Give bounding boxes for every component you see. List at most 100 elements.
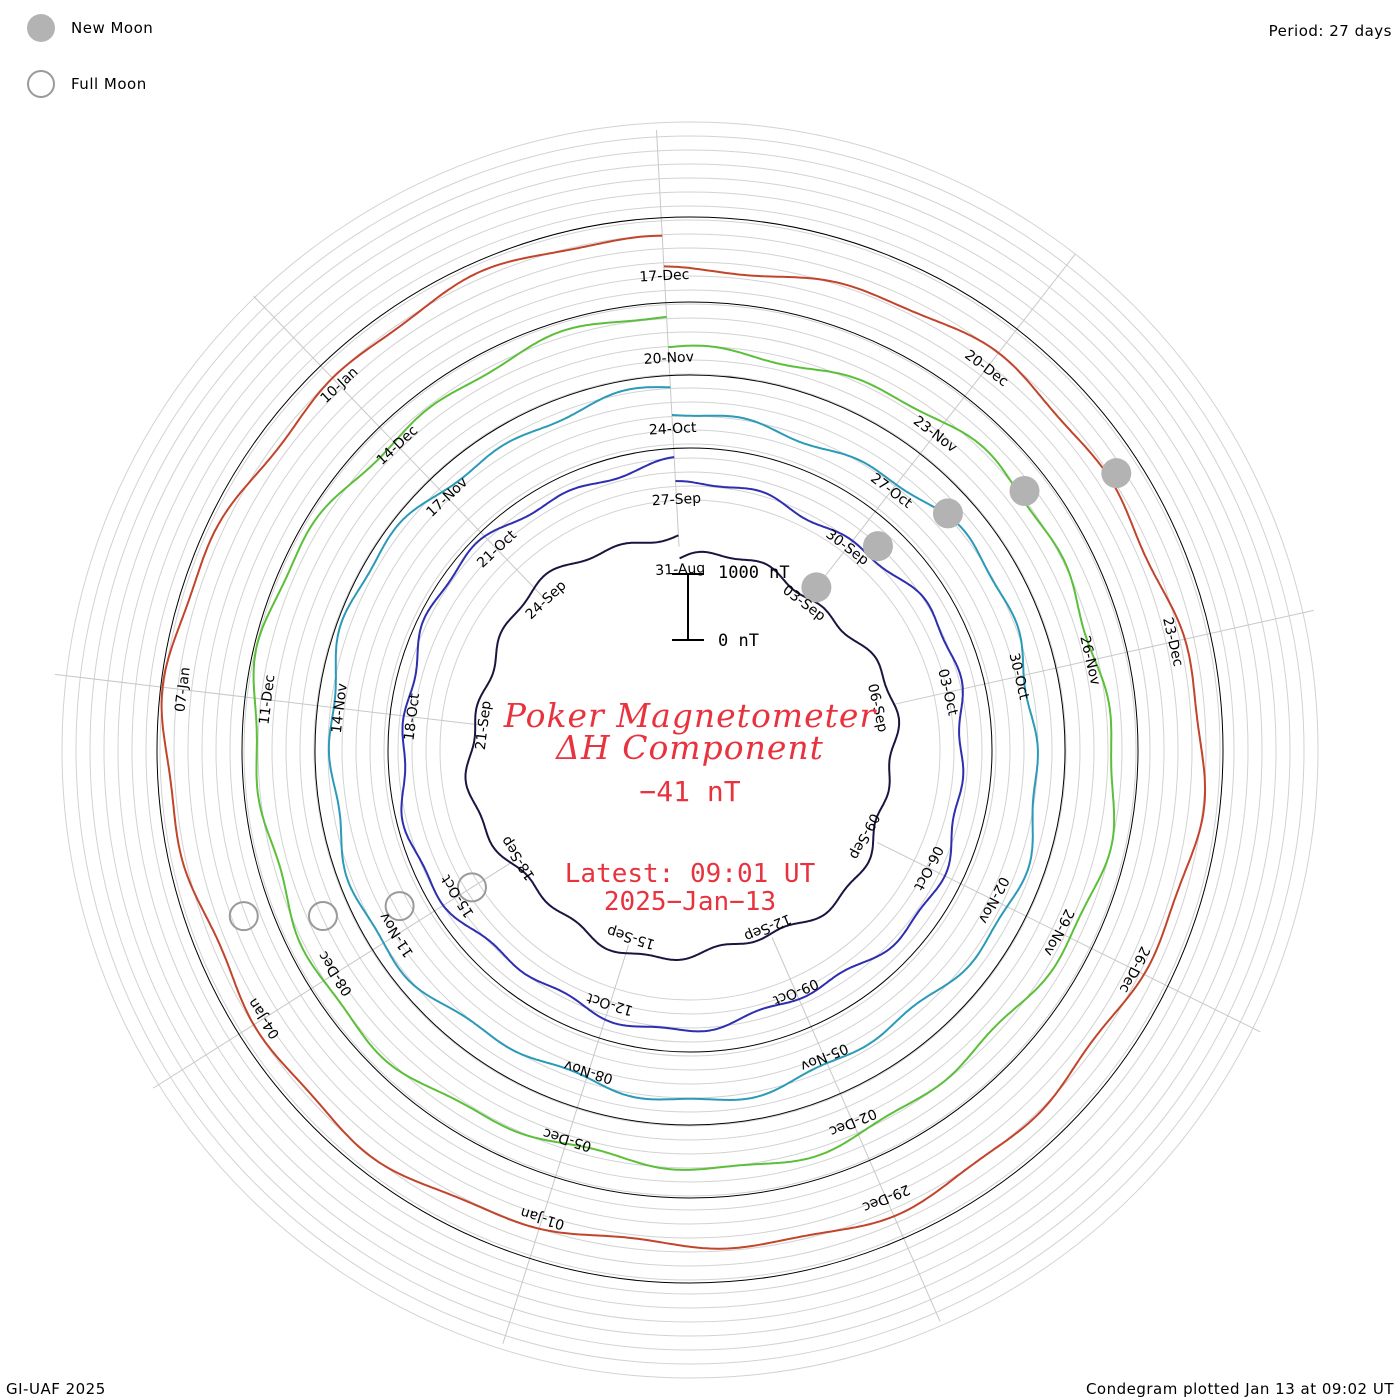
grid-circle xyxy=(313,373,1067,1127)
grid-circle xyxy=(215,275,1165,1225)
baseline-ring xyxy=(314,374,1066,1126)
new-moon-icon xyxy=(27,14,55,42)
title-line-2: ΔH Component xyxy=(556,728,824,767)
trace-rotation-2 xyxy=(327,386,1039,1102)
radial-spoke xyxy=(894,609,1314,705)
grid-circle xyxy=(159,219,1221,1281)
grid-circle xyxy=(131,191,1249,1309)
full-moon-marker xyxy=(307,901,338,932)
full-moon-marker xyxy=(384,891,415,922)
legend-new-moon: New Moon xyxy=(24,14,153,42)
scale-bottom-label: 0 nT xyxy=(718,631,759,651)
radial-spoke xyxy=(876,842,1261,1033)
date-label: 21-Sep xyxy=(473,700,495,751)
latest-time: Latest: 09:01 UT xyxy=(564,859,816,889)
new-moon-marker xyxy=(1101,458,1132,489)
radial-spoke xyxy=(54,673,482,726)
date-label: 21-Oct xyxy=(474,527,520,571)
radial-spoke xyxy=(656,130,680,547)
baseline-ring xyxy=(387,447,993,1053)
date-label: 23-Dec xyxy=(1159,616,1186,668)
grid-circle xyxy=(145,205,1235,1295)
date-label: 11-Dec xyxy=(256,674,278,726)
grid-circle xyxy=(187,247,1193,1253)
full-moon-marker xyxy=(228,901,259,932)
grid-circle xyxy=(383,443,997,1057)
date-label: 08-Dec xyxy=(315,948,356,999)
legend-new-moon-label: New Moon xyxy=(71,19,154,37)
date-label: 15-Sep xyxy=(605,922,657,952)
grid-circle xyxy=(103,163,1277,1337)
grid-circle xyxy=(257,317,1123,1183)
plotted-label: Condegram plotted Jan 13 at 09:02 UT xyxy=(1085,1380,1394,1398)
grid-circle xyxy=(201,261,1179,1239)
grid-circle xyxy=(425,485,955,1015)
chart-title: Poker Magnetometer ΔH Component xyxy=(380,696,1000,767)
magnetometer-traces xyxy=(160,234,1207,1250)
grid-circle xyxy=(271,331,1109,1169)
baseline-ring xyxy=(156,216,1224,1284)
date-label: 27-Sep xyxy=(651,491,701,510)
new-moon-marker xyxy=(932,498,963,529)
legend-full-moon-label: Full Moon xyxy=(71,75,147,93)
date-label: 14-Nov xyxy=(329,682,351,734)
date-label: 12-Oct xyxy=(585,989,636,1018)
moon-markers xyxy=(228,458,1132,932)
title-line-1: Poker Magnetometer xyxy=(503,696,877,735)
radial-spoke xyxy=(253,295,548,602)
date-label: 24-Sep xyxy=(523,578,570,623)
date-label: 07-Jan xyxy=(172,666,193,713)
date-label: 29-Nov xyxy=(1040,906,1077,958)
date-label: 20-Nov xyxy=(643,349,694,368)
grid-circle xyxy=(89,149,1291,1351)
grid-circle xyxy=(75,135,1305,1365)
radial-spoke xyxy=(771,937,941,1322)
grid-circle xyxy=(411,471,969,1029)
radial-spokes xyxy=(54,130,1314,1344)
new-moon-marker xyxy=(1009,475,1040,506)
radial-spoke xyxy=(152,860,515,1089)
baseline-ring xyxy=(241,301,1139,1199)
new-moon-marker xyxy=(862,531,893,562)
date-label: 14-Dec xyxy=(374,423,421,469)
date-label: 29-Dec xyxy=(860,1181,912,1215)
full-moon-icon xyxy=(27,70,55,98)
date-label: 17-Dec xyxy=(639,267,690,286)
grid-circle xyxy=(299,359,1081,1141)
full-moon-marker xyxy=(456,872,487,903)
date-label: 18-Oct xyxy=(401,692,423,742)
date-label: 01-Jan xyxy=(519,1204,567,1233)
baseline-rings xyxy=(156,216,1224,1284)
credit-label: GI-UAF 2025 xyxy=(6,1380,106,1398)
trace-rotation-1 xyxy=(400,456,965,1033)
date-label: 08-Nov xyxy=(562,1057,615,1087)
grid-circle xyxy=(229,289,1151,1211)
date-label: 31-Aug xyxy=(655,560,706,579)
current-value: −41 nT xyxy=(639,775,741,808)
date-label: 23-Nov xyxy=(910,413,960,456)
trace-rotation-0 xyxy=(464,534,901,961)
scale-top-label: 1000 nT xyxy=(718,563,790,583)
date-label: 09-Oct xyxy=(770,975,820,1008)
latest-block: Latest: 09:01 UT 2025−Jan−13 xyxy=(380,860,1000,916)
trace-rotation-3 xyxy=(252,315,1116,1171)
grid-circle xyxy=(439,499,941,1001)
period-label: Period: 27 days xyxy=(1268,22,1392,40)
scale-bar xyxy=(672,573,704,641)
date-label: 24-Oct xyxy=(649,420,698,438)
grid-circle xyxy=(117,177,1263,1323)
date-label: 02-Dec xyxy=(827,1105,879,1139)
date-label: 30-Oct xyxy=(1005,651,1031,701)
latest-date: 2025−Jan−13 xyxy=(603,887,777,917)
grid-circle xyxy=(243,303,1137,1197)
date-label: 11-Nov xyxy=(376,909,417,960)
radial-spoke xyxy=(815,253,1076,588)
grid-circle xyxy=(397,457,983,1043)
grid-circle xyxy=(369,429,1011,1071)
legend-full-moon: Full Moon xyxy=(24,70,147,98)
grid-circle xyxy=(61,121,1319,1379)
new-moon-marker xyxy=(801,572,832,603)
grid-circles xyxy=(61,121,1319,1379)
date-label: 26-Nov xyxy=(1076,634,1103,687)
